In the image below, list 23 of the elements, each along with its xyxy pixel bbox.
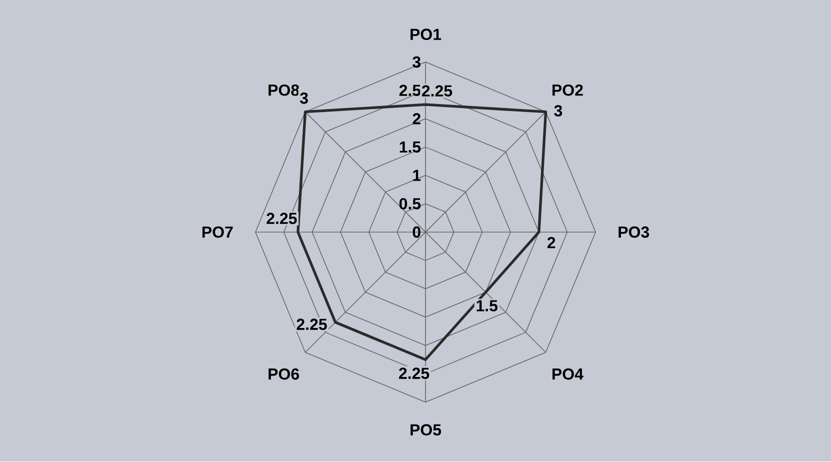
y-tick-label: 2.5 [399, 84, 421, 96]
data-label: 2 [547, 237, 556, 248]
spoke-label: PO5 [410, 424, 442, 436]
spoke-label: PO3 [618, 226, 650, 238]
spoke-label: PO7 [202, 226, 233, 238]
y-tick-label: 0.5 [399, 198, 421, 210]
y-tick-label: 1.5 [400, 142, 421, 153]
data-label: 2.25 [422, 85, 452, 97]
y-tick-label: 2 [412, 113, 420, 125]
y-tick-label: 0 [412, 226, 420, 238]
spoke-label: PO4 [552, 368, 584, 380]
data-label: 1.5 [476, 300, 498, 312]
y-tick-label: 3 [412, 56, 420, 68]
spoke-label: PO8 [268, 84, 300, 96]
spoke-label: PO2 [552, 84, 583, 96]
data-label: 3 [300, 92, 308, 104]
data-label: 3 [554, 105, 562, 117]
data-label: 2.25 [296, 318, 327, 330]
spoke-label: PO1 [410, 28, 442, 40]
y-tick-label: 1 [413, 170, 421, 182]
spoke-label: PO6 [268, 368, 299, 380]
data-label: 2.25 [266, 212, 297, 224]
data-label: 2.25 [399, 368, 430, 380]
